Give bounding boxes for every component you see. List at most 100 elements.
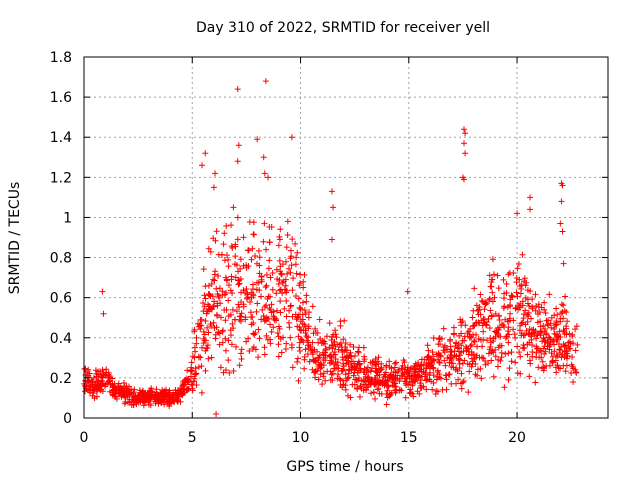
data-point [491, 328, 498, 335]
data-point [322, 345, 329, 352]
data-point [225, 256, 232, 263]
data-point [412, 378, 419, 385]
x-tick-label: 0 [80, 430, 89, 446]
data-point [292, 261, 299, 268]
data-point [249, 314, 256, 321]
data-point [513, 279, 520, 286]
data-point [282, 258, 289, 265]
data-point [424, 376, 431, 383]
data-point [274, 329, 281, 336]
data-point [510, 317, 517, 324]
data-point [189, 382, 196, 389]
data-point [430, 335, 437, 342]
data-point [116, 390, 123, 397]
data-point [551, 325, 558, 332]
data-point [258, 293, 265, 300]
data-point [334, 359, 341, 366]
data-point [261, 220, 268, 227]
data-point [202, 367, 209, 374]
data-point [200, 300, 207, 307]
data-point [273, 307, 280, 314]
data-point [331, 339, 338, 346]
data-point [557, 365, 564, 372]
data-point [198, 363, 205, 370]
data-point [551, 330, 558, 337]
data-point [254, 300, 261, 307]
data-point [568, 361, 575, 368]
data-point [541, 337, 548, 344]
data-point [287, 255, 294, 262]
data-point [518, 330, 525, 337]
data-point [226, 369, 233, 376]
data-point [295, 295, 302, 302]
data-point [302, 311, 309, 318]
data-point [292, 311, 299, 318]
data-point [216, 294, 223, 301]
data-point [465, 345, 472, 352]
data-point [506, 269, 513, 276]
data-point [480, 328, 487, 335]
data-point [301, 321, 308, 328]
data-point [328, 371, 335, 378]
data-point [260, 154, 267, 161]
data-point [433, 376, 440, 383]
data-point [297, 326, 304, 333]
data-point [258, 316, 265, 323]
data-point [573, 323, 580, 330]
data-point [277, 309, 284, 316]
data-point [361, 356, 368, 363]
data-point [275, 341, 282, 348]
data-point [429, 349, 436, 356]
data-point [393, 387, 400, 394]
data-point [200, 340, 207, 347]
data-point [245, 294, 252, 301]
data-point [478, 297, 485, 304]
data-point [447, 337, 454, 344]
data-point [215, 251, 222, 258]
data-point [283, 340, 290, 347]
data-point [303, 292, 310, 299]
data-point [506, 365, 513, 372]
y-tick-label: 0 [63, 411, 72, 427]
data-point [220, 241, 227, 248]
data-point [383, 401, 390, 408]
data-point [478, 375, 485, 382]
data-point [570, 378, 577, 385]
data-points [81, 78, 581, 417]
data-point [523, 327, 530, 334]
data-point [486, 325, 493, 332]
data-point [351, 366, 358, 373]
data-point [225, 357, 232, 364]
data-point [320, 370, 327, 377]
data-point [568, 370, 575, 377]
data-point [145, 398, 152, 405]
data-point [284, 218, 291, 225]
data-point [562, 368, 569, 375]
data-point [260, 312, 267, 319]
data-point [273, 290, 280, 297]
data-point [365, 381, 372, 388]
data-point [560, 315, 567, 322]
data-point [198, 389, 205, 396]
data-point [548, 314, 555, 321]
data-point [319, 381, 326, 388]
chart-title: Day 310 of 2022, SRMTID for receiver yel… [196, 20, 490, 36]
data-point [205, 355, 212, 362]
data-point [88, 376, 95, 383]
data-point [293, 254, 300, 261]
data-point [475, 306, 482, 313]
data-point [213, 228, 220, 235]
data-point [312, 374, 319, 381]
data-point [121, 400, 128, 407]
data-point [238, 346, 245, 353]
data-point [275, 353, 282, 360]
data-point [219, 339, 226, 346]
data-point [245, 263, 252, 270]
data-point [237, 276, 244, 283]
data-point [490, 349, 497, 356]
data-point [408, 373, 415, 380]
data-point [487, 307, 494, 314]
data-point [424, 342, 431, 349]
data-point [306, 358, 313, 365]
data-point [265, 174, 272, 181]
